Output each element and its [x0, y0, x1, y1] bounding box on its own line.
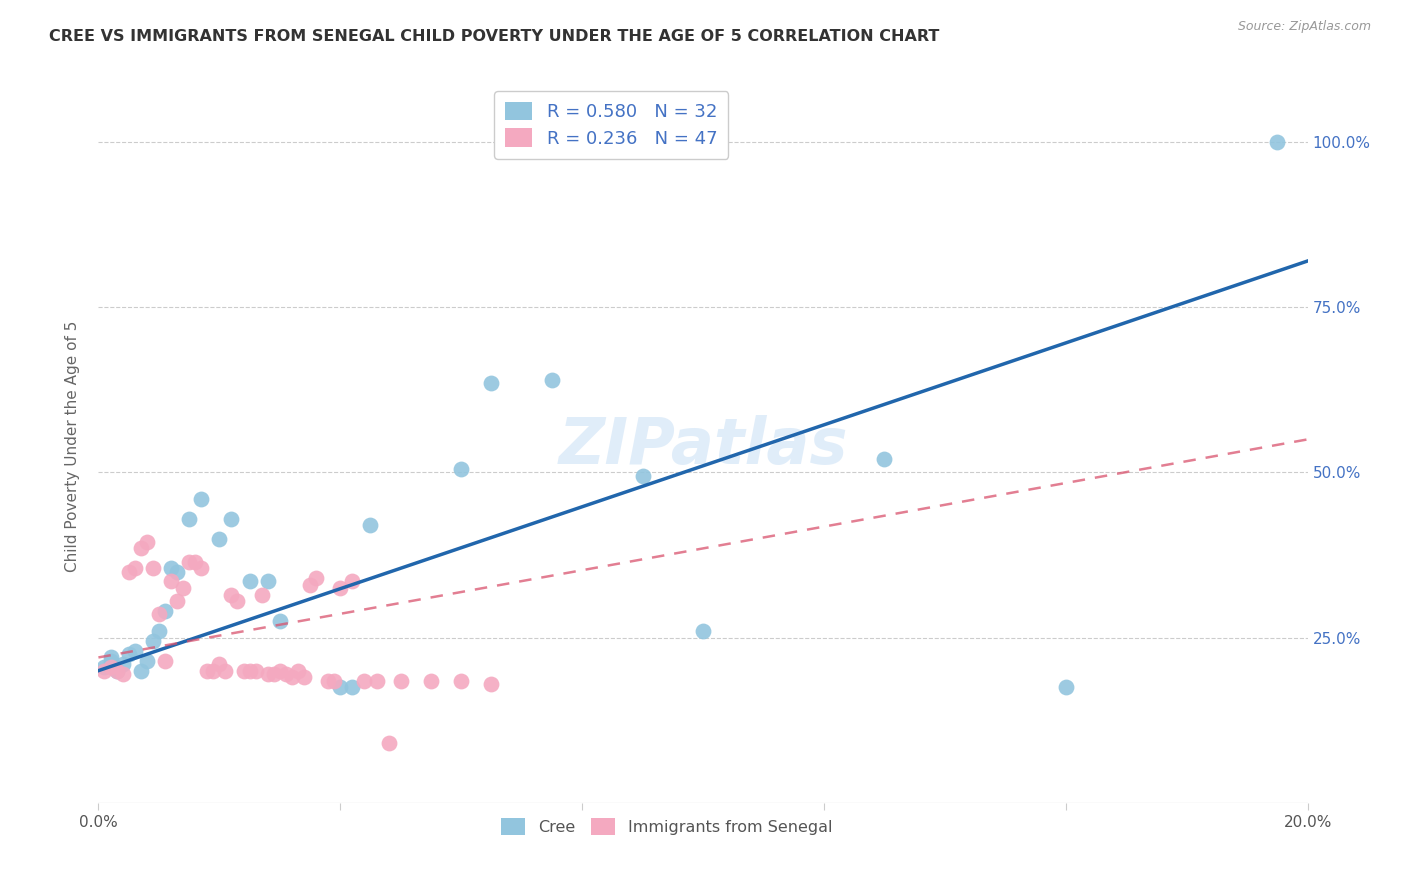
Point: [135, 654, 157, 668]
Point: [118, 565, 141, 579]
Point: [214, 664, 236, 678]
Text: ZIPatlas: ZIPatlas: [558, 415, 848, 477]
Point: [256, 667, 278, 681]
Point: [245, 664, 267, 678]
Point: [124, 561, 146, 575]
Point: [342, 574, 364, 589]
Point: [269, 614, 291, 628]
Point: [250, 588, 273, 602]
Point: [299, 578, 322, 592]
Point: [166, 594, 188, 608]
Point: [160, 574, 183, 589]
Point: [153, 654, 176, 668]
Point: [692, 624, 714, 638]
Point: [124, 644, 146, 658]
Point: [389, 673, 412, 688]
Text: CREE VS IMMIGRANTS FROM SENEGAL CHILD POVERTY UNDER THE AGE OF 5 CORRELATION CHA: CREE VS IMMIGRANTS FROM SENEGAL CHILD PO…: [49, 29, 939, 44]
Point: [208, 657, 231, 671]
Point: [111, 667, 134, 681]
Point: [256, 574, 278, 589]
Point: [1267, 135, 1289, 149]
Point: [221, 588, 243, 602]
Point: [148, 607, 170, 622]
Point: [1054, 680, 1077, 694]
Point: [360, 518, 382, 533]
Point: [100, 654, 122, 668]
Point: [190, 491, 212, 506]
Text: Source: ZipAtlas.com: Source: ZipAtlas.com: [1237, 20, 1371, 33]
Point: [269, 664, 291, 678]
Point: [232, 664, 254, 678]
Point: [420, 673, 443, 688]
Point: [450, 673, 472, 688]
Point: [160, 561, 183, 575]
Legend: Cree, Immigrants from Senegal: Cree, Immigrants from Senegal: [495, 812, 839, 841]
Point: [239, 664, 262, 678]
Point: [287, 664, 309, 678]
Point: [366, 673, 388, 688]
Point: [111, 657, 134, 671]
Point: [93, 664, 115, 678]
Point: [166, 565, 188, 579]
Point: [142, 634, 165, 648]
Point: [105, 664, 128, 678]
Point: [208, 532, 231, 546]
Point: [202, 664, 225, 678]
Point: [329, 680, 352, 694]
Point: [172, 581, 194, 595]
Point: [305, 571, 328, 585]
Point: [179, 511, 201, 525]
Y-axis label: Child Poverty Under the Age of 5: Child Poverty Under the Age of 5: [65, 320, 80, 572]
Point: [263, 667, 285, 681]
Point: [179, 555, 201, 569]
Point: [184, 555, 207, 569]
Point: [100, 650, 122, 665]
Point: [316, 673, 339, 688]
Point: [190, 561, 212, 575]
Point: [323, 673, 346, 688]
Point: [481, 376, 503, 391]
Point: [100, 660, 122, 674]
Point: [195, 664, 218, 678]
Point: [540, 373, 562, 387]
Point: [239, 574, 262, 589]
Point: [153, 604, 176, 618]
Point: [226, 594, 249, 608]
Point: [377, 736, 399, 750]
Point: [329, 581, 352, 595]
Point: [93, 660, 115, 674]
Point: [274, 667, 297, 681]
Point: [873, 452, 896, 467]
Point: [129, 541, 152, 556]
Point: [129, 664, 152, 678]
Point: [450, 462, 472, 476]
Point: [105, 664, 128, 678]
Point: [481, 677, 503, 691]
Point: [142, 561, 165, 575]
Point: [148, 624, 170, 638]
Point: [342, 680, 364, 694]
Point: [292, 670, 315, 684]
Point: [281, 670, 304, 684]
Point: [118, 647, 141, 661]
Point: [353, 673, 375, 688]
Point: [631, 468, 654, 483]
Point: [221, 511, 243, 525]
Point: [135, 534, 157, 549]
